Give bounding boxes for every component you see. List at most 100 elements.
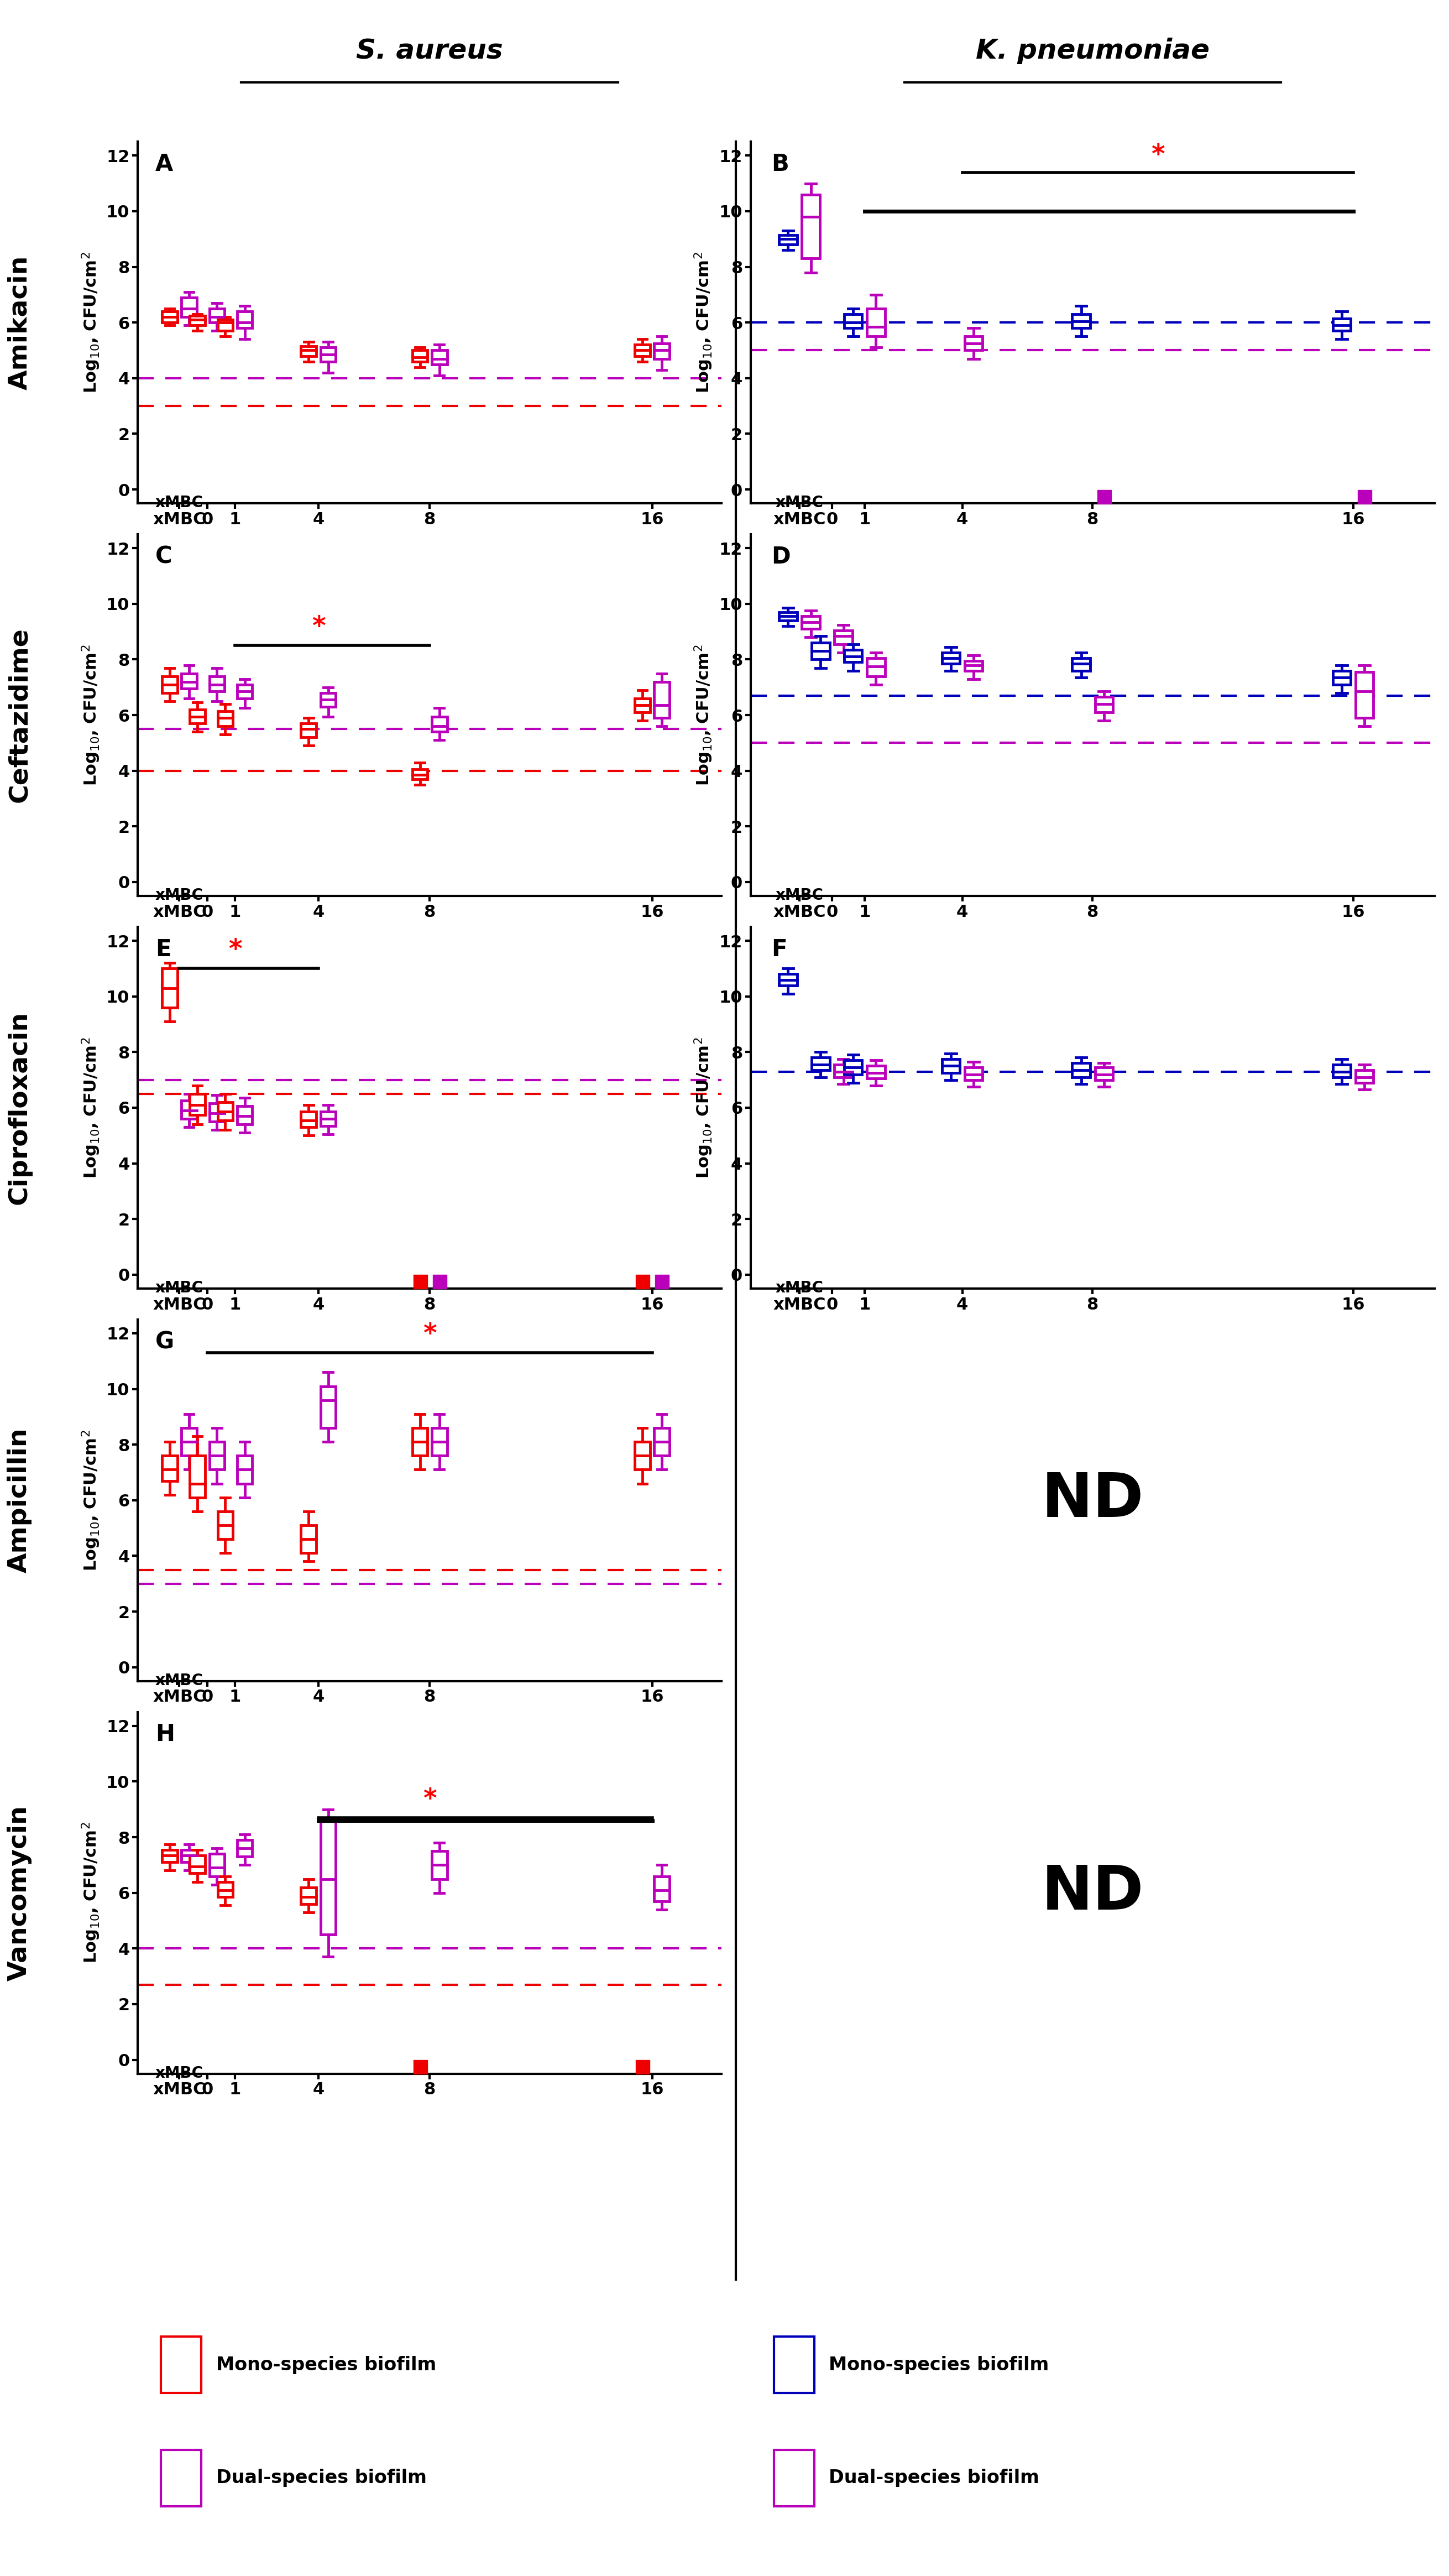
Text: A: A <box>155 152 172 175</box>
Text: Ceftazidime: Ceftazidime <box>7 629 32 804</box>
Bar <box>801 616 820 629</box>
Text: F: F <box>771 938 787 961</box>
Bar <box>413 770 427 778</box>
Bar <box>965 337 982 350</box>
Bar <box>320 693 336 706</box>
Y-axis label: Log$_{10}$, CFU/cm$^2$: Log$_{10}$, CFU/cm$^2$ <box>693 252 714 394</box>
Bar <box>320 1386 336 1427</box>
Y-axis label: Log$_{10}$, CFU/cm$^2$: Log$_{10}$, CFU/cm$^2$ <box>80 644 101 786</box>
Bar <box>835 1064 852 1077</box>
Bar <box>1072 1064 1090 1077</box>
Bar <box>320 348 336 361</box>
Text: Amikacin: Amikacin <box>7 255 32 389</box>
Text: C: C <box>155 546 172 569</box>
Text: Ampicillin: Ampicillin <box>7 1427 32 1574</box>
Bar <box>209 1443 225 1471</box>
Bar <box>845 1061 862 1074</box>
Bar <box>238 685 252 698</box>
Bar <box>162 312 177 322</box>
Bar <box>780 234 797 245</box>
Bar <box>413 1427 427 1455</box>
Bar <box>432 716 446 732</box>
Bar <box>1333 1064 1350 1077</box>
Text: xMBC: xMBC <box>775 495 823 510</box>
Bar <box>301 1525 316 1553</box>
Bar <box>653 1427 669 1455</box>
Text: Mono-species biofilm: Mono-species biofilm <box>216 2354 436 2375</box>
Text: Dual-species biofilm: Dual-species biofilm <box>829 2468 1039 2488</box>
Text: Vancomycin: Vancomycin <box>7 1806 32 1981</box>
Bar <box>867 657 885 675</box>
Bar <box>190 1455 206 1497</box>
Bar <box>811 1059 830 1069</box>
Bar <box>301 345 316 355</box>
Bar <box>181 296 197 317</box>
Bar <box>190 1095 206 1115</box>
Bar <box>635 698 651 714</box>
Text: Ciprofloxacin: Ciprofloxacin <box>7 1010 32 1206</box>
Text: H: H <box>155 1723 174 1747</box>
Bar <box>320 1821 336 1935</box>
Bar <box>1333 319 1350 330</box>
Y-axis label: Log$_{10}$, CFU/cm$^2$: Log$_{10}$, CFU/cm$^2$ <box>80 252 101 394</box>
Text: *: * <box>423 1788 436 1811</box>
Text: S. aureus: S. aureus <box>356 39 503 64</box>
Text: Dual-species biofilm: Dual-species biofilm <box>216 2468 426 2488</box>
Bar <box>209 1855 225 1875</box>
Text: *: * <box>312 616 325 639</box>
Bar <box>301 1888 316 1904</box>
Bar <box>413 350 427 361</box>
Bar <box>801 196 820 258</box>
Text: E: E <box>155 938 171 961</box>
Bar <box>238 1105 252 1123</box>
Bar <box>942 652 959 665</box>
Bar <box>190 708 206 724</box>
Bar <box>845 314 862 327</box>
Bar <box>635 345 651 355</box>
Y-axis label: Log$_{10}$, CFU/cm$^2$: Log$_{10}$, CFU/cm$^2$ <box>80 1038 101 1177</box>
Text: ND: ND <box>1042 1471 1143 1530</box>
Text: xMBC: xMBC <box>155 2066 203 2081</box>
Bar <box>432 1427 446 1455</box>
Text: xMBC: xMBC <box>155 1280 203 1296</box>
Text: Mono-species biofilm: Mono-species biofilm <box>829 2354 1049 2375</box>
Bar <box>162 1455 177 1481</box>
Bar <box>181 672 197 688</box>
Text: xMBC: xMBC <box>155 889 203 904</box>
Bar <box>301 724 316 737</box>
Bar <box>1072 657 1090 670</box>
Bar <box>653 1875 669 1901</box>
Text: xMBC: xMBC <box>155 495 203 510</box>
Bar <box>238 1455 252 1484</box>
Bar <box>845 649 862 662</box>
Bar <box>209 309 225 322</box>
Bar <box>1333 670 1350 685</box>
Text: xMBC: xMBC <box>155 1672 203 1687</box>
Bar <box>217 319 233 330</box>
Bar <box>635 1443 651 1471</box>
Bar <box>1355 1069 1374 1082</box>
Bar <box>190 1855 206 1873</box>
Y-axis label: Log$_{10}$, CFU/cm$^2$: Log$_{10}$, CFU/cm$^2$ <box>80 1430 101 1571</box>
Bar <box>965 1066 982 1079</box>
Bar <box>867 309 885 337</box>
Bar <box>432 350 446 363</box>
Bar <box>965 662 982 670</box>
Bar <box>162 969 177 1007</box>
Text: G: G <box>155 1329 174 1352</box>
Bar <box>162 1850 177 1862</box>
Y-axis label: Log$_{10}$, CFU/cm$^2$: Log$_{10}$, CFU/cm$^2$ <box>693 1038 714 1177</box>
Bar <box>653 683 669 719</box>
Bar <box>653 343 669 358</box>
Text: xMBC: xMBC <box>775 889 823 904</box>
Bar <box>942 1059 959 1072</box>
Bar <box>217 1512 233 1540</box>
Bar <box>1355 672 1374 719</box>
Bar <box>1072 314 1090 327</box>
Bar <box>181 1427 197 1455</box>
Text: ND: ND <box>1042 1862 1143 1922</box>
Text: K. pneumoniae: K. pneumoniae <box>975 39 1210 64</box>
Bar <box>209 1103 225 1121</box>
Bar <box>238 312 252 327</box>
Text: B: B <box>771 152 788 175</box>
